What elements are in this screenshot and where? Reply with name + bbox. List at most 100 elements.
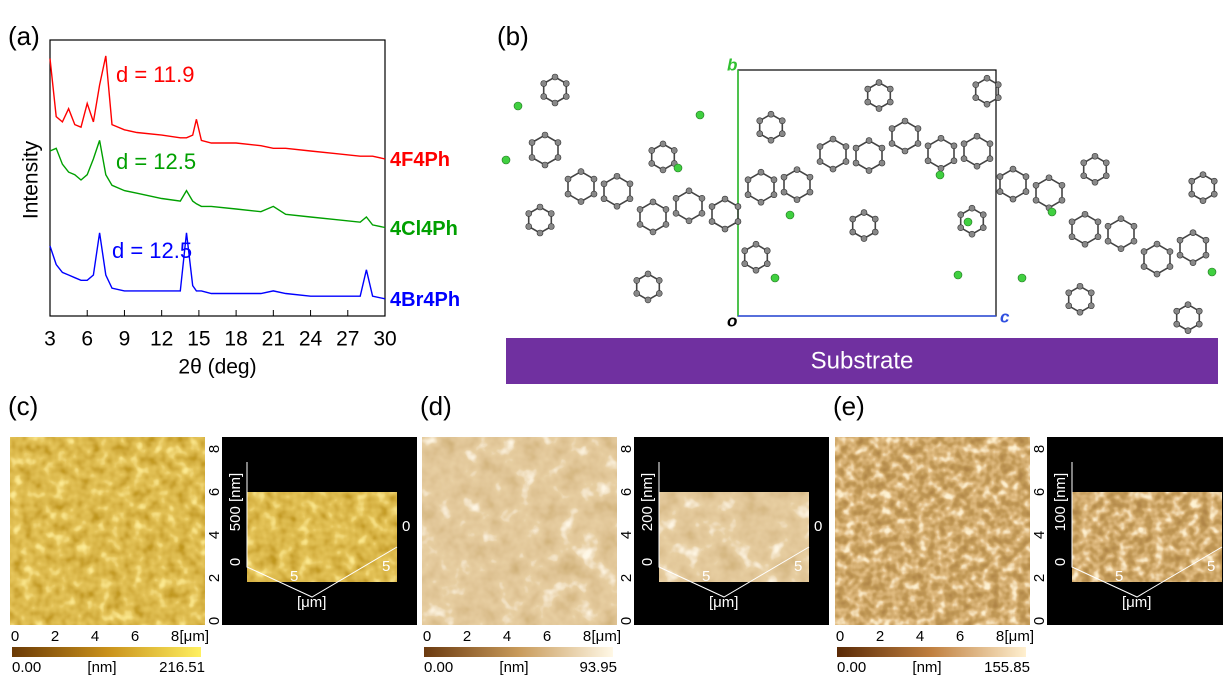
atom	[1103, 173, 1109, 179]
atom	[768, 137, 774, 143]
atom	[865, 99, 871, 105]
y-tick-label: 6	[618, 488, 635, 496]
atom	[1092, 179, 1098, 185]
x-tick-label: 2	[463, 628, 471, 645]
atom	[973, 82, 979, 88]
atom	[645, 271, 651, 277]
atom	[1095, 234, 1101, 240]
y-tick-label: 4	[618, 531, 635, 539]
atom	[526, 211, 532, 217]
atom	[742, 261, 748, 267]
ring	[856, 141, 882, 171]
atom	[1190, 260, 1196, 266]
atom	[722, 196, 728, 202]
atom	[1131, 223, 1137, 229]
atom	[758, 169, 764, 175]
atom	[709, 204, 715, 210]
atom	[753, 267, 759, 273]
inset-x-tick: 5	[290, 568, 298, 585]
ring	[745, 244, 768, 270]
atom	[915, 141, 921, 147]
afm-image	[835, 437, 1030, 625]
x-tick-label: 8	[996, 628, 1004, 645]
atom	[627, 196, 633, 202]
y-tick-label: 0	[206, 617, 223, 625]
atom	[537, 204, 543, 210]
axis-c-label: c	[1000, 307, 1010, 326]
atom	[1059, 182, 1065, 188]
atom	[709, 219, 715, 225]
atom	[1167, 264, 1173, 270]
atom	[1088, 290, 1094, 296]
x-tick-label: 0	[423, 628, 431, 645]
panel-label: (a)	[8, 21, 40, 51]
atom	[660, 167, 666, 173]
atom	[781, 189, 787, 195]
ring	[676, 191, 702, 221]
atom	[548, 224, 554, 230]
y-tick-label: 8	[1031, 445, 1048, 453]
atom	[887, 86, 893, 92]
ring	[1192, 175, 1215, 201]
atom	[1185, 302, 1191, 308]
halogen-atom	[1208, 268, 1216, 276]
atom	[1082, 241, 1088, 247]
atom	[1066, 290, 1072, 296]
atom	[915, 126, 921, 132]
substrate-label: Substrate	[811, 347, 914, 374]
colorbar-max: 216.51	[159, 659, 205, 676]
ring	[964, 136, 990, 166]
atom	[1203, 252, 1209, 258]
page: Substrate (b) b o c (a)36912151821242730…	[0, 0, 1223, 678]
atom	[1010, 166, 1016, 172]
atom	[1077, 309, 1083, 315]
atom	[1154, 271, 1160, 277]
atom	[1095, 219, 1101, 225]
colorbar-unit: [nm]	[87, 659, 116, 676]
x-tick-label: 4	[916, 628, 924, 645]
atom	[925, 143, 931, 149]
halogen-atom	[964, 218, 972, 226]
atom	[542, 132, 548, 138]
atom	[879, 160, 885, 166]
atom	[938, 165, 944, 171]
y-tick-label: 4	[206, 531, 223, 539]
ring	[604, 176, 630, 206]
atom	[1033, 197, 1039, 203]
atom	[614, 173, 620, 179]
atom	[563, 94, 569, 100]
atom	[987, 141, 993, 147]
atom	[850, 216, 856, 222]
inset-unit: [μm]	[1122, 594, 1151, 611]
inset-y-tick: 0	[402, 518, 410, 535]
x-tick-label: 0	[11, 628, 19, 645]
atom	[969, 205, 975, 211]
atom	[578, 199, 584, 205]
atom	[542, 162, 548, 168]
atom	[745, 192, 751, 198]
x-tick-label: 18	[224, 328, 247, 351]
panel-label: (e)	[833, 391, 865, 421]
atom	[961, 156, 967, 162]
atom	[951, 158, 957, 164]
ring	[1108, 219, 1134, 249]
atom	[843, 159, 849, 165]
ring	[760, 114, 783, 140]
ring	[976, 78, 999, 104]
atom	[771, 192, 777, 198]
atom	[1177, 252, 1183, 258]
x-tick-label: 4	[91, 628, 99, 645]
atom	[995, 82, 1001, 88]
atom	[997, 174, 1003, 180]
ring	[544, 77, 567, 103]
atom	[1154, 241, 1160, 247]
atom	[876, 80, 882, 86]
atom	[541, 94, 547, 100]
panel-label: (c)	[8, 391, 38, 421]
atom	[578, 169, 584, 175]
atom	[1177, 237, 1183, 243]
molecule-structure	[502, 74, 1217, 334]
atom	[997, 189, 1003, 195]
x-tick-label: 3	[44, 328, 56, 351]
atom	[1118, 216, 1124, 222]
